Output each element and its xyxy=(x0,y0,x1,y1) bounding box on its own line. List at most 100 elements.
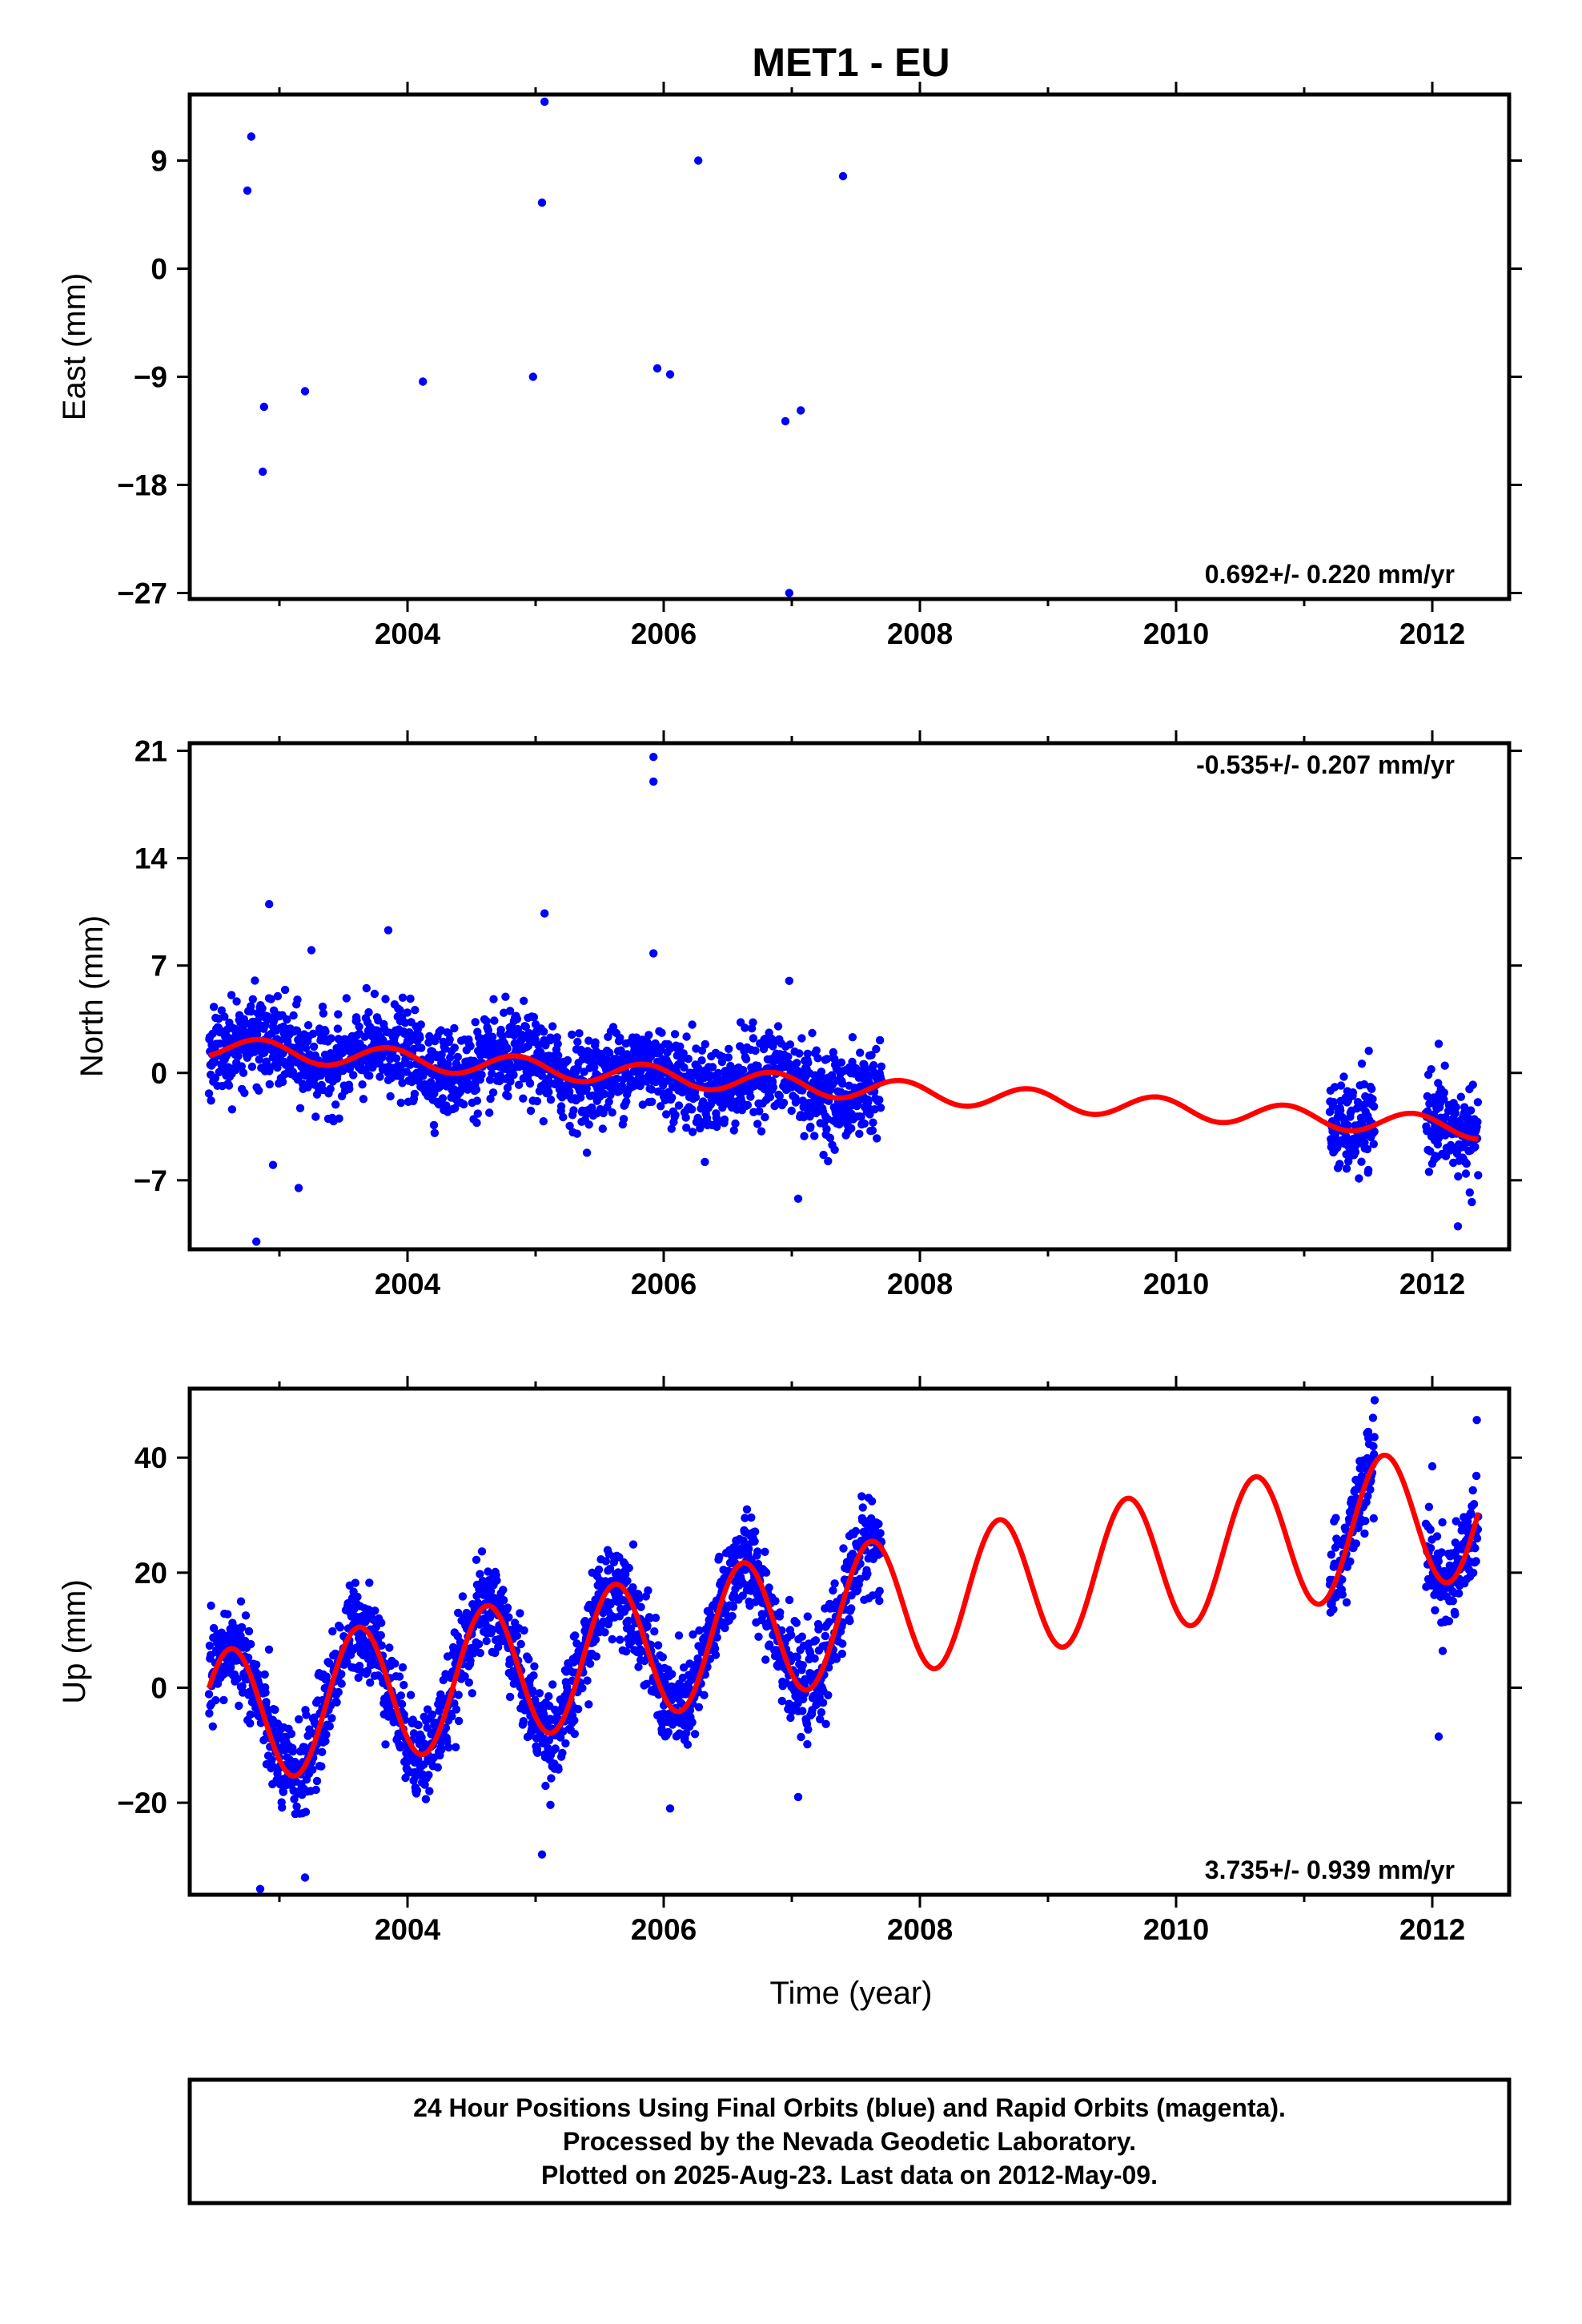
data-point xyxy=(416,1020,425,1029)
data-point xyxy=(682,1032,691,1041)
outlier-point xyxy=(540,909,549,918)
data-point xyxy=(688,1020,697,1029)
data-point xyxy=(713,1118,721,1127)
x-tick-label: 2008 xyxy=(887,617,953,650)
data-point xyxy=(819,1150,828,1160)
data-point xyxy=(411,1006,420,1015)
data-point xyxy=(429,1120,439,1130)
data-point xyxy=(795,1049,804,1058)
data-point xyxy=(379,1035,387,1045)
outlier-point xyxy=(259,467,267,476)
data-point xyxy=(234,1051,243,1061)
outlier-point xyxy=(838,171,848,181)
data-point xyxy=(725,1044,733,1054)
data-point xyxy=(1440,1061,1449,1070)
data-point xyxy=(359,1095,368,1104)
data-point xyxy=(1357,1157,1366,1166)
data-point xyxy=(472,1085,481,1094)
data-point xyxy=(398,1079,407,1088)
data-point xyxy=(247,1007,255,1016)
figure-title: MET1 - EU xyxy=(752,40,950,85)
data-point xyxy=(1348,1088,1358,1097)
data-point xyxy=(872,1044,881,1054)
data-point xyxy=(396,1098,405,1108)
data-point xyxy=(254,1671,263,1679)
data-point xyxy=(830,1145,839,1155)
data-point xyxy=(333,1024,343,1033)
data-point xyxy=(416,1033,424,1043)
data-point xyxy=(644,1031,653,1039)
data-point xyxy=(598,1124,607,1133)
rate-label: 0.692+/- 0.220 mm/yr xyxy=(1205,560,1455,589)
data-point xyxy=(278,1077,287,1087)
data-point xyxy=(784,1052,793,1061)
data-point xyxy=(680,1063,689,1072)
data-point xyxy=(450,1023,459,1033)
data-point xyxy=(292,1802,301,1811)
outlier-point xyxy=(537,198,547,207)
data-point xyxy=(810,1132,819,1140)
data-point xyxy=(1424,1168,1434,1176)
y-tick-label: −7 xyxy=(134,1164,167,1197)
data-point xyxy=(255,1086,263,1096)
data-point xyxy=(679,1049,688,1058)
data-point xyxy=(477,1070,486,1080)
data-point xyxy=(1471,1142,1480,1152)
data-point xyxy=(332,1698,341,1707)
outlier-point xyxy=(694,156,703,165)
data-point xyxy=(406,1060,415,1069)
data-point xyxy=(1474,1171,1483,1180)
data-point xyxy=(402,1068,411,1076)
data-point xyxy=(301,1807,311,1816)
data-point xyxy=(237,1062,246,1071)
data-point xyxy=(697,1056,706,1065)
data-point xyxy=(391,1054,401,1063)
data-point xyxy=(857,1112,865,1121)
data-point xyxy=(207,1096,215,1105)
data-point xyxy=(805,1112,814,1121)
data-point xyxy=(233,1675,242,1683)
data-point xyxy=(867,1051,876,1059)
data-point xyxy=(400,1018,410,1027)
data-point xyxy=(211,1074,220,1083)
data-point xyxy=(1462,1159,1472,1168)
data-point xyxy=(219,1695,228,1705)
data-point xyxy=(544,1088,553,1096)
data-point xyxy=(353,1592,362,1602)
y-tick-label: 9 xyxy=(151,145,167,178)
data-point xyxy=(638,1100,647,1109)
data-point xyxy=(657,1028,666,1037)
data-point xyxy=(345,1084,354,1094)
data-point xyxy=(773,1022,783,1031)
data-point xyxy=(260,1048,269,1057)
outlier-point xyxy=(383,926,393,935)
data-point xyxy=(667,1124,676,1133)
outlier-point xyxy=(785,589,793,597)
data-point xyxy=(647,1085,656,1094)
data-point xyxy=(1461,1169,1471,1178)
data-point xyxy=(838,1080,847,1088)
x-tick-label: 2004 xyxy=(375,1268,441,1301)
data-point xyxy=(267,995,275,1003)
x-tick-label: 2004 xyxy=(375,617,441,650)
model-curve xyxy=(207,1036,1480,1142)
data-point xyxy=(471,1018,480,1027)
outlier-point xyxy=(300,387,310,396)
data-point xyxy=(612,1074,621,1084)
y-tick-label: −27 xyxy=(117,577,167,610)
data-point xyxy=(761,1112,769,1122)
data-point xyxy=(1355,1174,1363,1183)
data-point xyxy=(676,1042,685,1051)
data-point xyxy=(701,1039,709,1049)
plot-area xyxy=(243,97,848,597)
data-point xyxy=(352,1015,361,1025)
data-point xyxy=(335,1623,345,1632)
data-point xyxy=(584,1120,593,1129)
data-point xyxy=(616,1033,624,1043)
data-point xyxy=(334,1010,343,1019)
rate-label: -0.535+/- 0.207 mm/yr xyxy=(1196,750,1455,779)
data-point xyxy=(365,1578,374,1587)
data-point xyxy=(503,1044,512,1053)
data-point xyxy=(331,1100,340,1109)
outlier-point xyxy=(785,976,793,986)
